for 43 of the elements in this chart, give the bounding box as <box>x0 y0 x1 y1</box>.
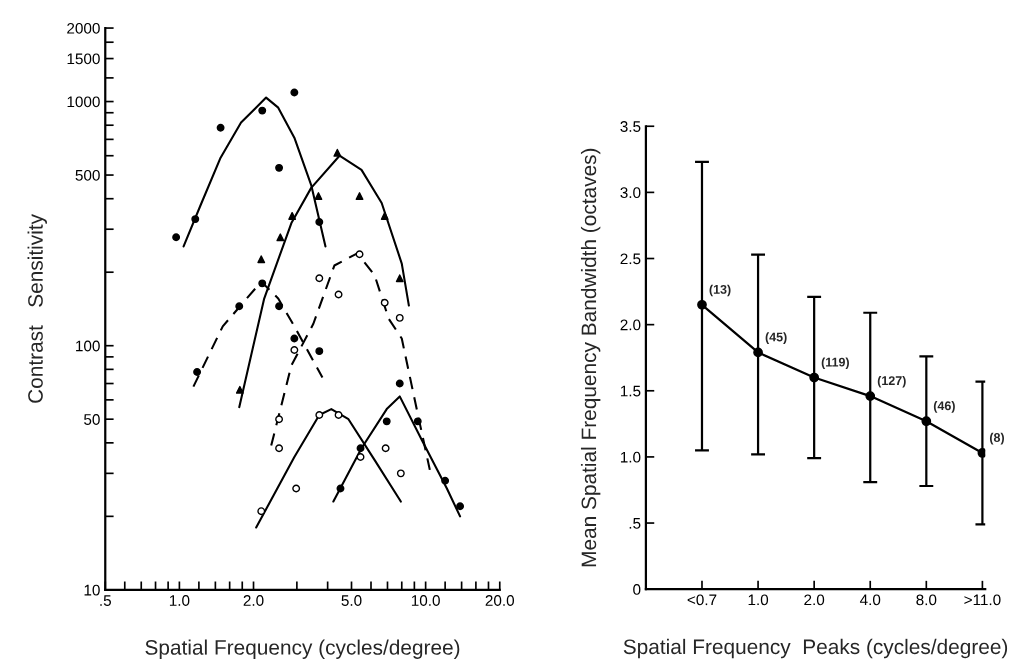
y-tick-label: 1500 <box>67 53 100 65</box>
y-tick-label: 1000 <box>67 96 100 108</box>
y-tick-label: 2000 <box>67 22 100 34</box>
y-tick-label: 100 <box>76 340 100 352</box>
y-axis-title: Mean Spatial Frequency Bandwidth (octaves) <box>580 148 601 567</box>
point <box>809 372 820 383</box>
x-tick-label: 5.0 <box>341 595 362 606</box>
y-tick-label: .5 <box>629 518 641 529</box>
annotation: (46) <box>933 401 955 413</box>
x-tick-label: <0.7 <box>687 594 717 606</box>
annotation: (8) <box>989 432 1004 445</box>
point <box>977 448 986 458</box>
x-tick-label: 10.0 <box>411 595 440 606</box>
point <box>753 347 763 358</box>
y-tick-label: 500 <box>75 169 100 181</box>
y-tick-label: 1.5 <box>620 385 641 397</box>
x-tick-label: 2.0 <box>243 595 264 606</box>
annotation: (13) <box>709 284 731 297</box>
point <box>697 299 707 310</box>
x-axis-title: Spatial Frequency Peaks (cycles/degree) <box>623 638 1008 659</box>
y-tick-label: 1.0 <box>620 451 641 463</box>
annotation: (127) <box>877 375 906 388</box>
y-axis-title: Contrast Sensitivity <box>27 214 47 403</box>
y-tick-label: 2.5 <box>620 253 641 265</box>
x-tick-label: 2.0 <box>804 594 825 606</box>
x-tick-label: 20.0 <box>485 595 515 606</box>
y-tick-label: 3.5 <box>620 121 641 132</box>
x-tick-label: 1.0 <box>748 594 769 606</box>
x-tick-label: 8.0 <box>916 594 937 606</box>
point <box>921 416 932 427</box>
x-tick-label: 1.0 <box>169 595 190 606</box>
y-tick-label: 0 <box>633 584 641 595</box>
annotation: (119) <box>821 357 849 370</box>
x-tick-label: >11.0 <box>964 594 1001 606</box>
y-tick-label: 2.0 <box>620 319 641 331</box>
x-tick-label: .5 <box>100 595 111 606</box>
y-tick-label: 50 <box>84 414 100 425</box>
x-axis-title: Spatial Frequency (cycles/degree) <box>145 639 460 659</box>
y-tick-label: 3.0 <box>620 187 641 199</box>
x-tick-label: 4.0 <box>859 594 881 606</box>
annotation: (45) <box>765 332 787 344</box>
point <box>865 391 876 401</box>
y-tick-label: 10 <box>84 584 100 596</box>
